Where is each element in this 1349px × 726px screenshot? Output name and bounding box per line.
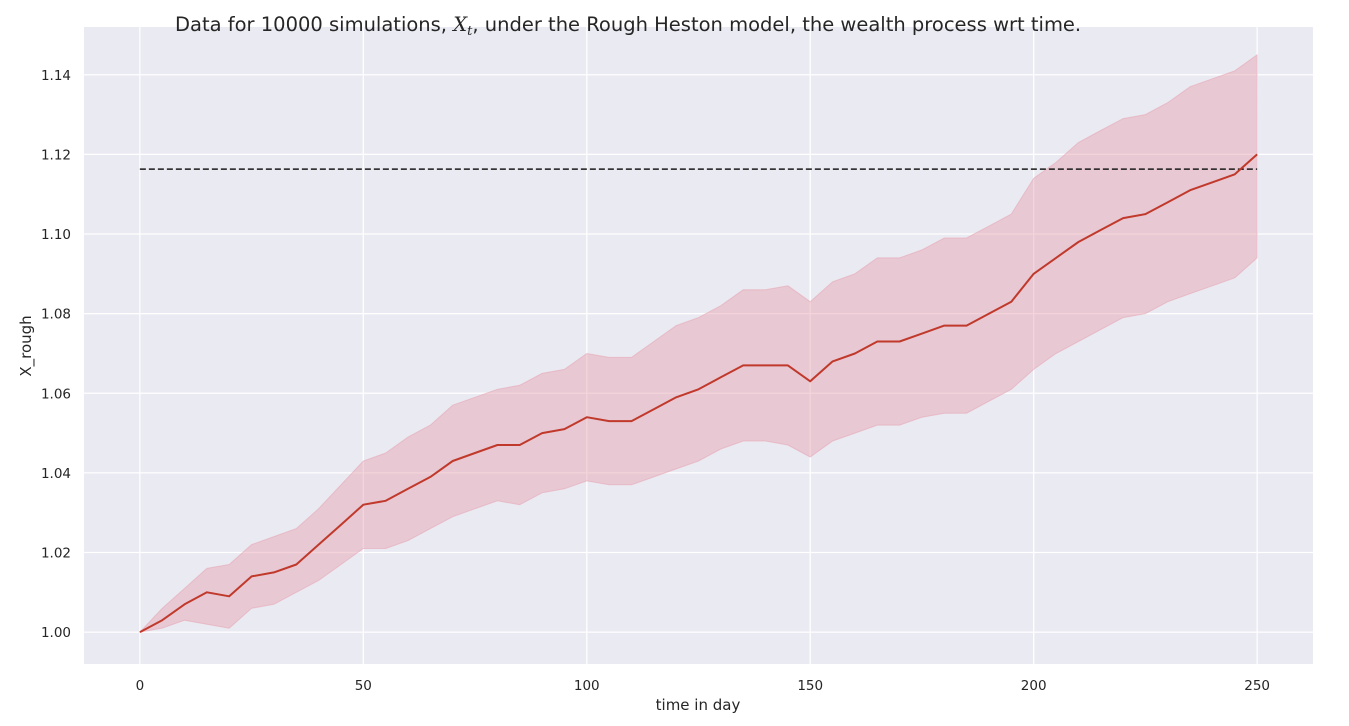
- grid-lines: [84, 27, 1313, 664]
- title-math-main: X: [451, 13, 468, 36]
- confidence-band: [138, 53, 1258, 633]
- x-tick-label: 100: [574, 678, 600, 694]
- y-tick-labels: 1.00 1.02 1.04 1.06 1.08 1.10 1.12 1.14: [41, 68, 71, 641]
- x-tick-label: 50: [355, 678, 372, 694]
- title-math-sub: t: [467, 24, 473, 39]
- chart-title: Data for 10000 simulations, Xt, under th…: [175, 13, 1081, 39]
- mean-line: [139, 153, 1258, 633]
- x-tick-labels: 0 50 100 150 200 250: [136, 678, 1270, 694]
- title-prefix: Data for 10000 simulations,: [175, 13, 447, 36]
- y-tick-label: 1.14: [41, 68, 71, 84]
- plot-background: [84, 27, 1313, 664]
- y-tick-label: 1.04: [41, 466, 71, 482]
- x-tick-label: 200: [1021, 678, 1047, 694]
- x-tick-label: 150: [797, 678, 823, 694]
- x-tick-label: 250: [1244, 678, 1270, 694]
- y-axis-label: X_rough: [17, 315, 36, 376]
- y-tick-label: 1.10: [41, 227, 71, 243]
- y-tick-label: 1.02: [41, 546, 71, 562]
- y-tick-label: 1.08: [41, 307, 71, 323]
- y-tick-label: 1.00: [41, 625, 71, 641]
- title-suffix: , under the Rough Heston model, the weal…: [472, 13, 1081, 36]
- x-axis-label: time in day: [656, 696, 741, 714]
- y-tick-label: 1.06: [41, 386, 71, 402]
- x-tick-label: 0: [136, 678, 145, 694]
- y-tick-label: 1.12: [41, 147, 71, 163]
